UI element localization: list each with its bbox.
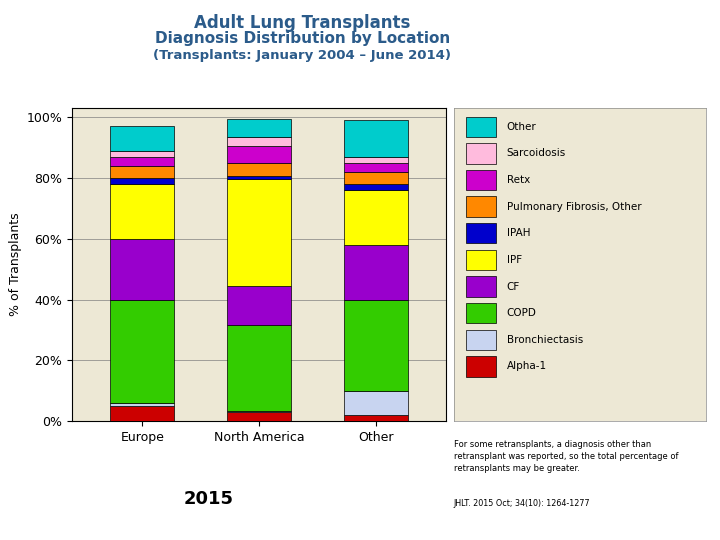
Text: 2015: 2015 <box>184 490 234 508</box>
Bar <box>110 403 174 406</box>
Bar <box>344 157 408 163</box>
Bar <box>110 406 174 421</box>
Bar <box>467 223 497 244</box>
Bar <box>227 163 292 177</box>
Bar <box>467 117 497 137</box>
Bar <box>467 170 497 190</box>
Text: Diagnosis Distribution by Location: Diagnosis Distribution by Location <box>155 31 450 46</box>
Bar <box>467 249 497 270</box>
Bar <box>227 177 292 179</box>
Bar <box>110 166 174 178</box>
Text: Other: Other <box>507 122 536 132</box>
Bar <box>344 391 408 415</box>
Bar <box>227 286 292 326</box>
Bar <box>227 179 292 286</box>
Text: IPAH: IPAH <box>507 228 530 238</box>
Bar <box>467 276 497 296</box>
Bar <box>227 146 292 163</box>
Bar <box>467 356 497 376</box>
Text: Pulmonary Fibrosis, Other: Pulmonary Fibrosis, Other <box>507 201 641 212</box>
Text: ISHLT: ISHLT <box>18 486 91 510</box>
Text: JHLT. 2015 Oct; 34(10): 1264-1277: JHLT. 2015 Oct; 34(10): 1264-1277 <box>454 500 590 509</box>
Bar <box>227 119 292 137</box>
Bar <box>467 303 497 323</box>
Bar <box>227 412 292 421</box>
Text: CF: CF <box>507 281 520 292</box>
Bar <box>467 197 497 217</box>
Bar <box>344 190 408 245</box>
Bar <box>344 120 408 157</box>
Bar <box>227 326 292 410</box>
Text: Bronchiectasis: Bronchiectasis <box>507 335 582 345</box>
Text: IPF: IPF <box>507 255 522 265</box>
Text: (Transplants: January 2004 – June 2014): (Transplants: January 2004 – June 2014) <box>153 49 451 62</box>
Text: Alpha-1: Alpha-1 <box>507 361 546 372</box>
Bar <box>227 137 292 146</box>
Bar <box>344 163 408 172</box>
Bar <box>467 143 497 164</box>
Bar <box>344 172 408 184</box>
Text: Retx: Retx <box>507 175 530 185</box>
Bar <box>110 151 174 157</box>
Bar <box>344 184 408 190</box>
Bar <box>467 329 497 350</box>
Text: Adult Lung Transplants: Adult Lung Transplants <box>194 14 410 31</box>
Bar <box>110 300 174 403</box>
Y-axis label: % of Transplants: % of Transplants <box>9 213 22 316</box>
Bar <box>110 184 174 239</box>
Bar <box>110 239 174 300</box>
Text: For some retransplants, a diagnosis other than
retransplant was reported, so the: For some retransplants, a diagnosis othe… <box>454 440 678 472</box>
Bar <box>110 157 174 166</box>
Bar <box>344 245 408 300</box>
Bar <box>110 178 174 184</box>
Text: COPD: COPD <box>507 308 536 318</box>
Text: ISHLT • INTERNATIONAL SOCIETY FOR HEART AND LUNG TRANSPLANTATION: ISHLT • INTERNATIONAL SOCIETY FOR HEART … <box>18 524 225 529</box>
Bar <box>227 410 292 412</box>
Bar <box>344 415 408 421</box>
Bar <box>344 300 408 391</box>
Text: Sarcoidosis: Sarcoidosis <box>507 148 566 158</box>
Bar <box>110 126 174 151</box>
